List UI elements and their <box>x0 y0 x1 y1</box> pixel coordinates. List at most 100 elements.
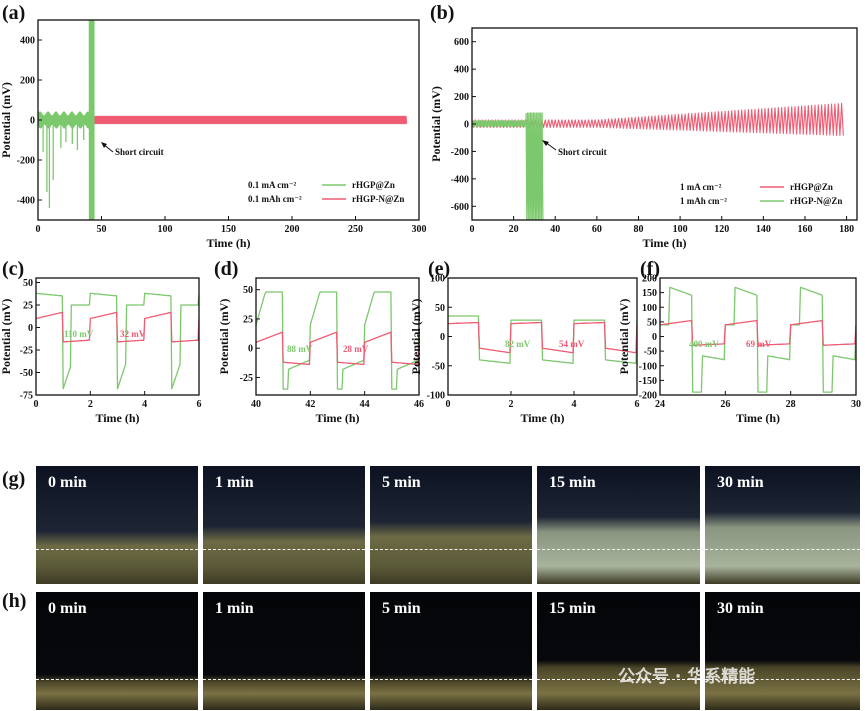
x-tick-label: 2 <box>509 399 514 410</box>
y-axis-label: Potential (mV) <box>617 299 631 375</box>
chart-b: 0 20 40 60 80 100 120 140 160 180 600 400 200 0 -200 -4… <box>429 27 858 250</box>
y-axis-label: Potential (mV) <box>409 299 423 375</box>
x-tick-label: 2 <box>88 399 93 410</box>
time-label: 15 min <box>549 600 596 617</box>
y-tick-label: 200 <box>642 274 657 285</box>
x-tick-label: 0 <box>470 224 475 235</box>
y-tick-label: -50 <box>20 368 33 379</box>
x-tick-label: 40 <box>251 399 261 410</box>
y-tick-label: 400 <box>454 65 469 76</box>
legend-condition: 1 mAh cm⁻² <box>680 196 727 206</box>
x-tick-label: 60 <box>592 224 602 235</box>
reference-line <box>36 679 198 680</box>
x-axis-label: Time (h) <box>95 411 139 425</box>
y-tick-label: -400 <box>17 196 35 207</box>
x-axis-label: Time (h) <box>736 411 780 425</box>
legend-entry: rHGP@Zn <box>790 182 833 192</box>
y-tick-label: 0 <box>652 332 657 343</box>
time-label: 1 min <box>215 474 254 491</box>
annotation-value: 32 mV <box>120 329 146 339</box>
chart-d: 40 42 44 46 50 25 0 -25 88 mV 28 mV Time (h) Potent… <box>217 277 424 425</box>
y-tick-label: 100 <box>430 274 445 285</box>
reference-line <box>203 549 365 550</box>
y-tick-label: 50 <box>243 285 253 296</box>
frame-d <box>255 277 420 396</box>
panel-label-g: (g) <box>2 468 26 490</box>
x-tick-label: 6 <box>635 399 640 410</box>
legend-condition: 0.1 mA cm⁻² <box>248 180 296 190</box>
arrow-head <box>542 140 549 146</box>
x-tick-label: 0 <box>34 399 39 410</box>
y-tick-label: 50 <box>23 278 33 289</box>
chart-a: 0 50 100 150 200 250 300 400 200 0 -200 -400 Short c… <box>0 19 427 250</box>
chart-f: 24 26 28 30 200 150 100 50 0 -50 -100 -150 -200 400 m… <box>617 274 861 426</box>
plot-area-d <box>256 291 419 390</box>
legend-entry: rHGP-N@Zn <box>790 196 842 206</box>
y-tick-label: -75 <box>20 391 33 402</box>
x-axis-label: Time (h) <box>642 236 686 250</box>
y-tick-label: -50 <box>644 347 657 358</box>
panel-label-d: (d) <box>214 258 239 280</box>
plot-area-e <box>448 315 637 364</box>
reference-line <box>36 549 198 550</box>
y-tick-label: -400 <box>451 174 469 185</box>
x-tick-label: 30 <box>851 399 861 410</box>
time-label: 30 min <box>717 600 764 617</box>
x-tick-label: 150 <box>221 224 236 235</box>
x-tick-label: 44 <box>360 399 370 410</box>
plot-area-c <box>36 292 199 390</box>
panel-label-c: (c) <box>2 258 25 280</box>
panel-label-b: (b) <box>430 2 455 24</box>
legend-condition: 0.1 mAh cm⁻² <box>248 194 302 204</box>
x-tick-label: 20 <box>509 224 519 235</box>
x-axis-label: Time (h) <box>315 411 359 425</box>
panel-label-a: (a) <box>2 2 26 24</box>
x-tick-label: 100 <box>158 224 173 235</box>
reference-line <box>370 679 532 680</box>
reference-line <box>537 549 700 550</box>
plot-area-f <box>660 286 856 393</box>
series-rHGP-N-Zn-short <box>525 112 544 220</box>
series-rHGP-N-Zn <box>472 119 530 128</box>
series-rHGP-N-Zn <box>448 321 637 354</box>
annotation-value: 69 mV <box>746 339 772 349</box>
x-tick-label: 80 <box>633 224 643 235</box>
annotation-text: Short circuit <box>558 147 607 157</box>
series-rHGP-Zn-short <box>88 20 95 220</box>
micrograph-h-2: 5 min <box>370 592 532 710</box>
micrograph-g-0: 0 min <box>36 466 198 584</box>
x-tick-label: 40 <box>550 224 560 235</box>
micrograph-h-1: 1 min <box>203 592 365 710</box>
series-rHGP-N-Zn <box>36 311 199 343</box>
x-tick-label: 6 <box>197 399 202 410</box>
annotation-value: 110 mV <box>64 329 94 339</box>
reference-line <box>705 679 860 680</box>
y-tick-label: 0 <box>30 116 35 127</box>
x-tick-label: 140 <box>756 224 771 235</box>
y-axis-label: Potential (mV) <box>0 299 13 375</box>
annotation-value: 28 mV <box>343 344 369 354</box>
panel-label-e: (e) <box>428 258 451 280</box>
y-axis-label: Potential (mV) <box>217 299 231 375</box>
micrograph-g-4: 30 min <box>705 466 860 584</box>
x-tick-label: 26 <box>720 399 730 410</box>
time-label: 5 min <box>382 474 421 491</box>
x-axis-label: Time (h) <box>206 236 250 250</box>
y-tick-label: 50 <box>647 317 657 328</box>
x-tick-label: 24 <box>655 399 665 410</box>
y-tick-label: -100 <box>427 391 445 402</box>
y-tick-label: 200 <box>20 76 35 87</box>
y-tick-label: 100 <box>642 303 657 314</box>
x-tick-label: 180 <box>839 224 854 235</box>
panel-label-h: (h) <box>2 590 27 612</box>
y-tick-label: -50 <box>432 361 445 372</box>
x-tick-label: 4 <box>572 399 577 410</box>
annotation-value: 82 mV <box>505 339 531 349</box>
x-tick-label: 0 <box>446 399 451 410</box>
y-tick-label: 25 <box>23 301 33 312</box>
panel-label-f: (f) <box>640 258 660 280</box>
micrograph-h-3: 15 min <box>537 592 700 710</box>
x-tick-label: 120 <box>714 224 729 235</box>
